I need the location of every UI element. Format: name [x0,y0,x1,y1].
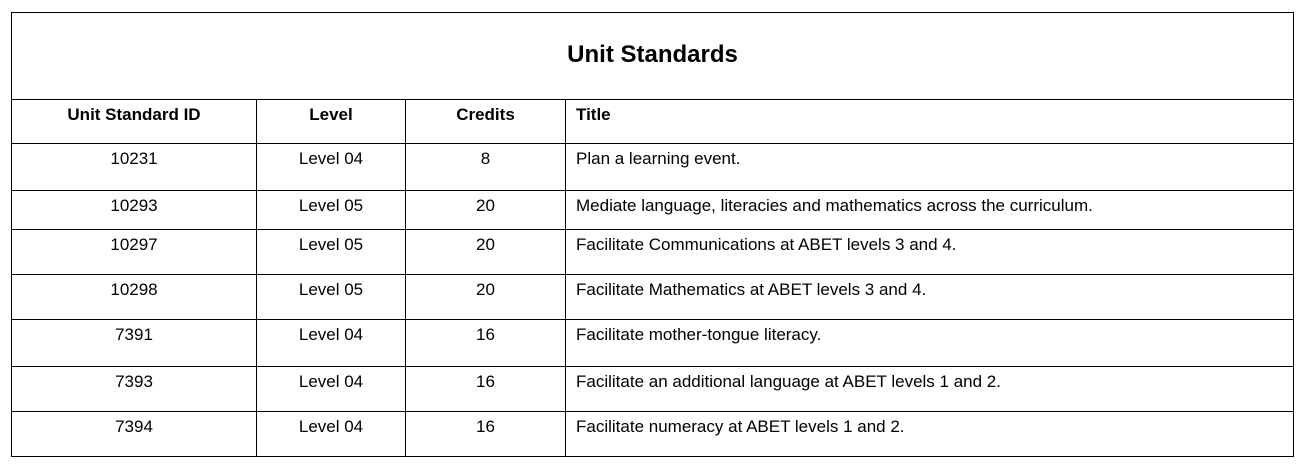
cell-credits: 20 [405,190,566,230]
cell-credits: 16 [405,366,566,412]
table-row: 7393 Level 04 16 Facilitate an additiona… [11,366,1294,412]
cell-level: Level 04 [256,319,406,367]
header-level: Level [256,99,406,144]
cell-title: Facilitate numeracy at ABET levels 1 and… [565,411,1294,457]
cell-unit-standard-id: 10298 [11,274,257,320]
cell-unit-standard-id: 7393 [11,366,257,412]
cell-title: Mediate language, literacies and mathema… [565,190,1294,230]
table-row: 10297 Level 05 20 Facilitate Communicati… [11,229,1294,275]
table-row: 10231 Level 04 8 Plan a learning event. [11,143,1294,191]
cell-level: Level 05 [256,274,406,320]
table-row: 10298 Level 05 20 Facilitate Mathematics… [11,274,1294,320]
table-title: Unit Standards [11,12,1294,100]
table-row: 10293 Level 05 20 Mediate language, lite… [11,190,1294,230]
header-credits: Credits [405,99,566,144]
cell-title: Plan a learning event. [565,143,1294,191]
cell-credits: 8 [405,143,566,191]
table-title-row: Unit Standards [11,12,1294,100]
table-row: 7391 Level 04 16 Facilitate mother-tongu… [11,319,1294,367]
cell-credits: 20 [405,274,566,320]
table-header-row: Unit Standard ID Level Credits Title [11,99,1294,144]
unit-standards-table: Unit Standards Unit Standard ID Level Cr… [11,12,1294,457]
header-unit-standard-id: Unit Standard ID [11,99,257,144]
cell-title: Facilitate Mathematics at ABET levels 3 … [565,274,1294,320]
cell-level: Level 04 [256,143,406,191]
header-title: Title [565,99,1294,144]
table-row: 7394 Level 04 16 Facilitate numeracy at … [11,411,1294,457]
cell-level: Level 04 [256,411,406,457]
cell-credits: 16 [405,411,566,457]
cell-title: Facilitate mother-tongue literacy. [565,319,1294,367]
cell-level: Level 04 [256,366,406,412]
cell-title: Facilitate Communications at ABET levels… [565,229,1294,275]
cell-unit-standard-id: 10231 [11,143,257,191]
cell-unit-standard-id: 7391 [11,319,257,367]
cell-credits: 20 [405,229,566,275]
cell-level: Level 05 [256,229,406,275]
cell-level: Level 05 [256,190,406,230]
cell-title: Facilitate an additional language at ABE… [565,366,1294,412]
cell-credits: 16 [405,319,566,367]
table-title-text: Unit Standards [567,41,738,68]
cell-unit-standard-id: 10293 [11,190,257,230]
unit-standards-table-container: Unit Standards Unit Standard ID Level Cr… [11,12,1294,457]
cell-unit-standard-id: 7394 [11,411,257,457]
cell-unit-standard-id: 10297 [11,229,257,275]
